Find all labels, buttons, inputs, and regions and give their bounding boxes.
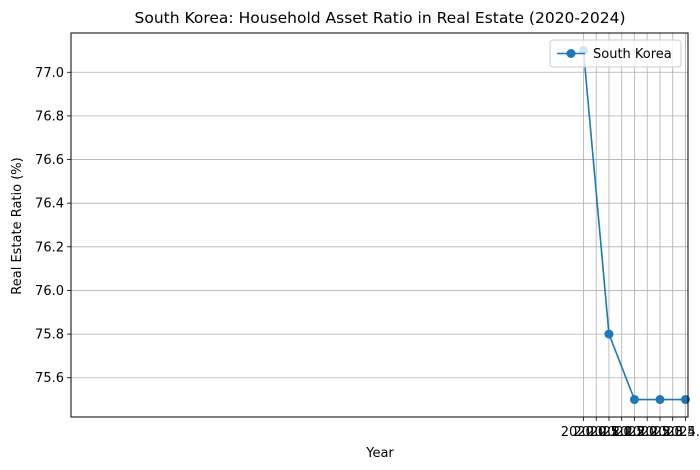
x-tick-label: 2021.5 bbox=[599, 425, 645, 440]
chart-title: South Korea: Household Asset Ratio in Re… bbox=[135, 9, 626, 27]
y-axis-label: Real Estate Ratio (%) bbox=[10, 157, 25, 294]
x-tick-label: 2020.0 bbox=[561, 425, 607, 440]
x-tick-label: 2024.0 bbox=[663, 425, 700, 440]
legend: South Korea bbox=[549, 39, 682, 68]
x-tick-label: 2023.0 bbox=[637, 425, 683, 440]
y-tick-label: 76.2 bbox=[35, 240, 64, 255]
x-tick-label: 2021.0 bbox=[586, 425, 632, 440]
data-point bbox=[604, 329, 614, 339]
grid bbox=[71, 33, 688, 417]
x-tick-label: 2020.5 bbox=[573, 425, 619, 440]
legend-box bbox=[549, 39, 682, 68]
y-tick-label: 75.8 bbox=[35, 328, 64, 343]
y-tick-label: 76.6 bbox=[35, 153, 64, 168]
data-point bbox=[680, 395, 690, 405]
legend-marker-swatch bbox=[566, 49, 576, 58]
x-axis-ticks: 2020.02020.52021.02021.52022.02022.52023… bbox=[561, 417, 700, 440]
x-axis-label: Year bbox=[365, 446, 394, 461]
x-tick-label: 2022.0 bbox=[612, 425, 658, 440]
y-axis-ticks: 75.6 75.8 76.0 76.2 76.4 76.6 76.8 77.0 bbox=[35, 66, 71, 386]
y-tick-label: 76.8 bbox=[35, 109, 64, 124]
x-tick-label: 2022.5 bbox=[624, 425, 670, 440]
y-tick-label: 76.0 bbox=[35, 284, 64, 299]
y-tick-label: 76.4 bbox=[35, 197, 64, 212]
data-point bbox=[629, 395, 639, 405]
plot-area-frame bbox=[70, 32, 689, 418]
x-tick-label: 2023.5 bbox=[650, 425, 696, 440]
data-point bbox=[655, 395, 665, 405]
y-tick-label: 75.6 bbox=[35, 371, 64, 386]
y-tick-label: 77.0 bbox=[35, 66, 64, 81]
legend-label: South Korea bbox=[593, 47, 672, 62]
